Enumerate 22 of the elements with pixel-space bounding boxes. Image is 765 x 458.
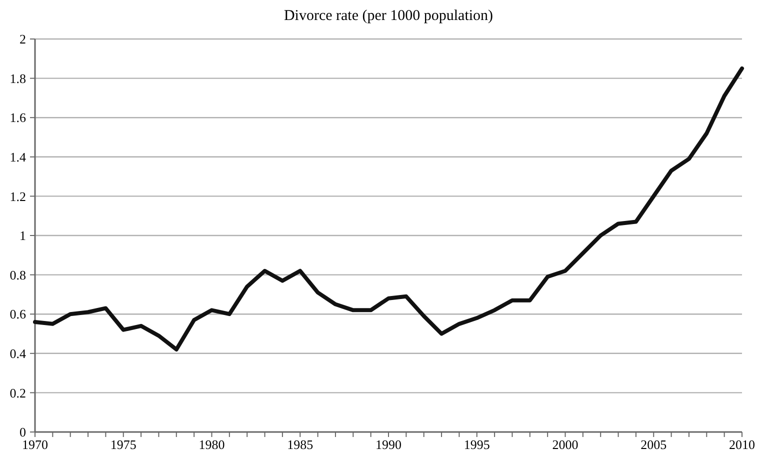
y-tick-label: 0.2 bbox=[10, 385, 26, 400]
y-tick-label: 1 bbox=[20, 228, 26, 244]
y-tick-label: 0 bbox=[20, 424, 26, 440]
x-tick-label: 1980 bbox=[198, 437, 225, 452]
y-tick-label: 1.8 bbox=[10, 70, 26, 86]
y-tick-label: 0.4 bbox=[10, 346, 26, 361]
y-tick-label: 1.6 bbox=[10, 110, 26, 126]
y-tick-label: 1.4 bbox=[10, 149, 26, 164]
y-tick-label: 0.8 bbox=[10, 267, 26, 282]
x-tick-label: 2000 bbox=[552, 437, 578, 452]
y-tick-label: 2 bbox=[20, 32, 26, 47]
x-tick-label: 1970 bbox=[22, 437, 48, 452]
x-tick-label: 1995 bbox=[464, 437, 490, 452]
x-tick-label: 1990 bbox=[376, 437, 402, 452]
line-series bbox=[33, 66, 744, 352]
x-tick-label: 2005 bbox=[640, 437, 667, 452]
y-tick-label: 1.2 bbox=[10, 188, 26, 204]
x-tick-label: 2010 bbox=[729, 437, 755, 452]
chart-title: Divorce rate (per 1000 population) bbox=[284, 8, 494, 24]
y-tick-label: 0.6 bbox=[10, 306, 26, 322]
x-tick-label: 1985 bbox=[287, 437, 314, 452]
x-tick-label: 1975 bbox=[110, 437, 136, 452]
